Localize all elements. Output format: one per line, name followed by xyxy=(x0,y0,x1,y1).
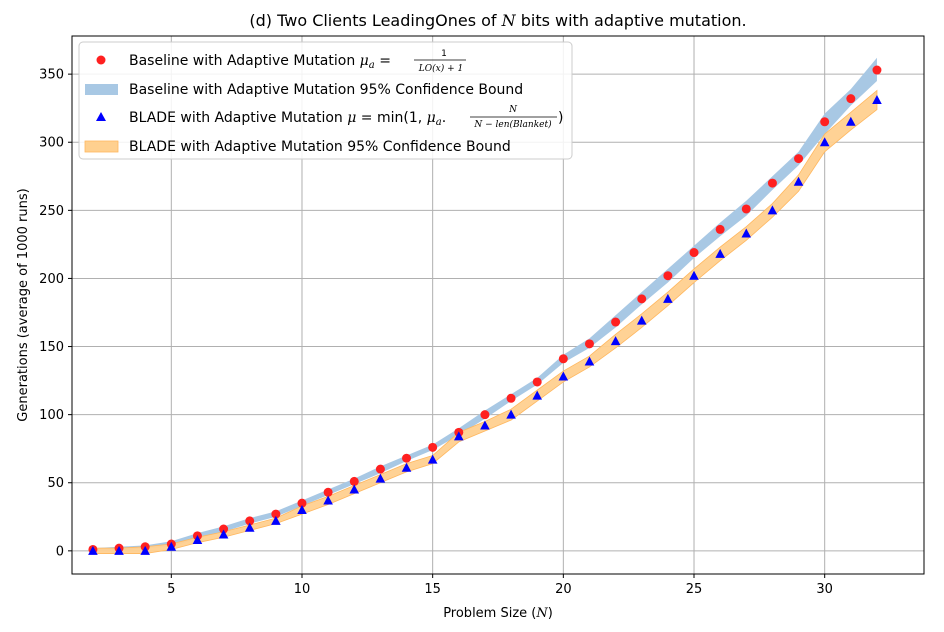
baseline-point xyxy=(846,94,856,104)
x-tick-label: 15 xyxy=(424,582,441,597)
y-tick-label: 50 xyxy=(47,476,64,491)
baseline-point xyxy=(428,442,438,452)
legend-fraction-baseline: 1 LO(x) + 1 xyxy=(414,49,466,74)
baseline-point xyxy=(402,453,412,463)
x-tick-label: 20 xyxy=(555,582,572,597)
svg-text:N − len(Blanket): N − len(Blanket) xyxy=(473,119,552,130)
blade-point xyxy=(88,545,98,555)
blade-confidence-band xyxy=(92,89,878,554)
blade-point xyxy=(140,545,150,555)
blade-point xyxy=(506,409,516,419)
baseline-point xyxy=(349,476,359,486)
legend-label-blade-band: BLADE with Adaptive Mutation 95% Confide… xyxy=(129,139,511,155)
blade-point xyxy=(114,545,124,555)
blade-point xyxy=(584,356,595,366)
svg-text:LO(x) + 1: LO(x) + 1 xyxy=(418,63,463,74)
blade-point xyxy=(401,462,412,472)
baseline-point xyxy=(532,377,542,387)
y-tick-label: 100 xyxy=(39,408,64,423)
baseline-point xyxy=(689,248,699,258)
baseline-point xyxy=(375,464,385,474)
svg-text:N: N xyxy=(508,105,518,115)
legend-marker-blade xyxy=(96,112,106,121)
legend-fraction-blade: N N − len(Blanket) ) xyxy=(470,105,563,130)
blade-point xyxy=(323,495,333,505)
legend-patch-blade-band xyxy=(84,140,119,153)
blade-point xyxy=(558,371,569,381)
legend-label-blade: BLADE with Adaptive Mutation μ = min(1, … xyxy=(129,110,446,128)
blade-point xyxy=(872,95,882,105)
x-tick-label: 25 xyxy=(686,582,703,597)
blade-point xyxy=(375,473,386,483)
blade-point xyxy=(218,529,229,539)
blade-point xyxy=(610,336,621,346)
blade-point xyxy=(166,541,177,551)
baseline-point xyxy=(872,65,882,75)
legend-box xyxy=(78,41,573,160)
baseline-point xyxy=(820,117,830,127)
blade-point xyxy=(793,176,804,186)
legend-marker-baseline xyxy=(96,55,106,65)
blade-point xyxy=(819,137,830,147)
blade-point xyxy=(846,116,856,126)
baseline-point xyxy=(663,271,673,281)
blade-point xyxy=(532,390,543,400)
y-axis-label: Generations (average of 1000 runs) xyxy=(16,188,31,421)
y-tick-label: 0 xyxy=(56,544,64,559)
blade-point xyxy=(767,205,778,215)
blade-point xyxy=(636,315,647,325)
blade-point xyxy=(715,248,725,258)
y-tick-label: 250 xyxy=(39,204,64,219)
baseline-point xyxy=(480,410,490,420)
y-tick-label: 300 xyxy=(39,136,64,151)
baseline-point xyxy=(767,178,777,188)
legend-label-baseline: Baseline with Adaptive Mutation μa = xyxy=(129,53,391,71)
blade-point xyxy=(689,270,699,280)
x-tick-label: 5 xyxy=(167,582,175,597)
baseline-point xyxy=(794,154,804,164)
blade-point xyxy=(741,228,752,238)
blade-point xyxy=(297,504,307,514)
baseline-point xyxy=(584,339,594,349)
baseline-point xyxy=(715,224,725,234)
baseline-point xyxy=(637,294,647,304)
y-tick-label: 150 xyxy=(39,340,64,355)
svg-text:1: 1 xyxy=(441,49,447,59)
blade-point xyxy=(349,484,360,494)
baseline-point xyxy=(611,317,621,327)
legend-label-baseline-band: Baseline with Adaptive Mutation 95% Conf… xyxy=(129,82,523,98)
data-points xyxy=(88,65,882,555)
baseline-point xyxy=(323,487,333,497)
legend-patch-baseline-band xyxy=(85,84,118,95)
baseline-point xyxy=(506,393,516,403)
baseline-point xyxy=(741,204,751,214)
blade-point xyxy=(480,420,490,430)
y-tick-label: 200 xyxy=(39,272,64,287)
confidence-bands xyxy=(92,57,878,554)
chart-title: (d) Two Clients LeadingOnes of N bits wi… xyxy=(249,11,746,30)
baseline-point xyxy=(297,498,307,508)
baseline-point xyxy=(219,524,229,534)
blade-point xyxy=(663,293,673,303)
y-tick-label: 350 xyxy=(39,68,64,83)
x-tick-label: 10 xyxy=(294,582,311,597)
blade-point xyxy=(192,534,203,544)
legend: Baseline with Adaptive Mutation μa = 1 L… xyxy=(78,41,573,160)
blade-point xyxy=(271,515,281,525)
x-axis-label: Problem Size (N) xyxy=(443,606,553,621)
blade-point xyxy=(453,431,464,441)
baseline-point xyxy=(271,509,281,519)
blade-point xyxy=(244,522,255,532)
axes-frame xyxy=(71,35,925,575)
x-tick-label: 30 xyxy=(816,582,833,597)
baseline-point xyxy=(245,516,255,526)
blade-point xyxy=(427,454,438,464)
baseline-point xyxy=(558,354,568,364)
svg-text:): ) xyxy=(558,110,563,126)
